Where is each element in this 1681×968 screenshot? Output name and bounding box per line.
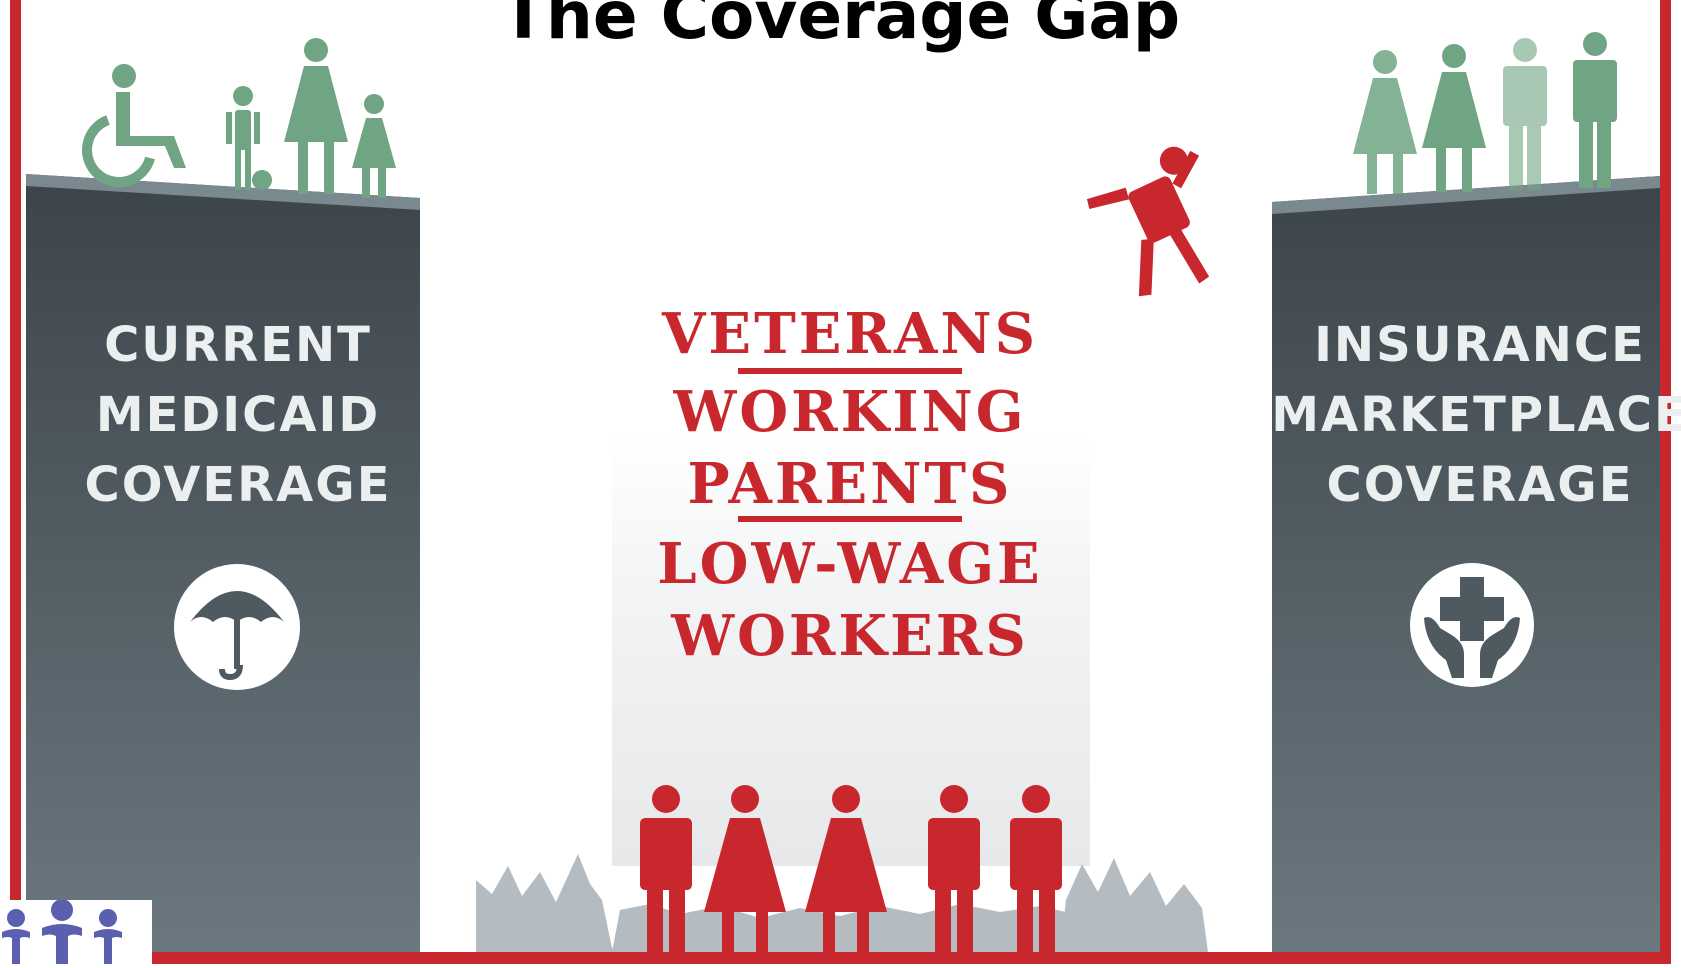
gap-groups-list: VETERANS WORKING PARENTS LOW-WAGE WORKER… xyxy=(600,298,1100,672)
gap-people xyxy=(640,785,1062,952)
umbrella-icon xyxy=(174,564,300,690)
left-pillar-label-line: CURRENT xyxy=(104,317,372,373)
man-icon xyxy=(1503,38,1547,190)
red-frame xyxy=(10,0,1671,964)
family-logo-graphic xyxy=(2,899,122,964)
man-icon xyxy=(1010,785,1062,952)
right-pillar-label-line: INSURANCE xyxy=(1314,317,1646,373)
family-logo-icon xyxy=(0,899,152,964)
gap-group-label: PARENTS xyxy=(687,451,1013,517)
child-with-ball-icon xyxy=(226,86,272,190)
woman-icon xyxy=(1353,50,1417,194)
divider-rule xyxy=(738,516,962,522)
gap-group-label: VETERANS xyxy=(661,301,1039,367)
right-pillar-label-line: COVERAGE xyxy=(1326,457,1634,513)
man-icon xyxy=(928,785,980,952)
left-pillar-label-line: COVERAGE xyxy=(84,457,392,513)
woman-icon xyxy=(1422,44,1486,192)
left-pillar-label: CURRENT MEDICAID COVERAGE xyxy=(28,310,448,520)
hands-medical-cross-icon xyxy=(1410,563,1534,687)
woman-icon xyxy=(805,785,887,952)
left-pillar xyxy=(26,174,420,952)
man-icon xyxy=(640,785,692,952)
page-title: The Coverage Gap xyxy=(500,0,1181,54)
right-pillar-label: INSURANCE MARKETPLACE COVERAGE xyxy=(1270,310,1681,520)
woman-icon xyxy=(704,785,786,952)
falling-person-icon xyxy=(1086,146,1210,297)
gap-group-label: WORKERS xyxy=(671,603,1029,669)
left-pillar-label-line: MEDICAID xyxy=(95,387,381,443)
right-pillar-label-line: MARKETPLACE xyxy=(1271,387,1681,443)
gap-group-label: LOW-WAGE xyxy=(657,531,1043,597)
girl-icon xyxy=(352,94,396,198)
man-icon xyxy=(1573,32,1617,188)
woman-icon xyxy=(284,38,348,194)
left-people xyxy=(82,38,396,198)
right-people xyxy=(1353,32,1617,194)
gap-group-label: WORKING xyxy=(673,379,1027,445)
divider-rule xyxy=(738,368,962,374)
wheelchair-user-icon xyxy=(82,64,186,188)
